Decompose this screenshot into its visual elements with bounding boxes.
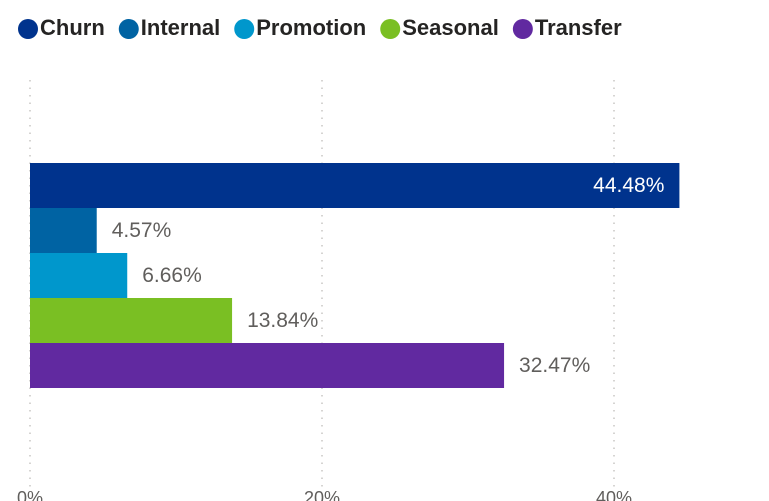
data-label: 13.84% [247,309,318,332]
data-label: 4.57% [112,219,172,242]
x-tick-label: 40% [596,488,632,501]
data-label: 6.66% [142,264,202,287]
legend-label: Churn [40,15,105,40]
bar [30,298,233,343]
legend-marker [380,19,401,39]
bar [30,343,505,388]
legend-marker [512,19,533,39]
legend-marker [118,19,139,39]
data-label: 44.48% [593,174,664,197]
x-tick-label: 0% [17,488,43,501]
bar [30,163,680,208]
legend-marker [234,19,255,39]
legend-label: Transfer [535,15,622,40]
x-tick-label: 20% [304,488,340,501]
legend-marker [18,19,38,39]
data-label: 32.47% [519,354,590,377]
legend-label: Internal [141,15,220,40]
bar [30,208,97,253]
bar [30,253,128,298]
legend-label: Seasonal [402,15,499,40]
legend-label: Promotion [256,15,366,40]
